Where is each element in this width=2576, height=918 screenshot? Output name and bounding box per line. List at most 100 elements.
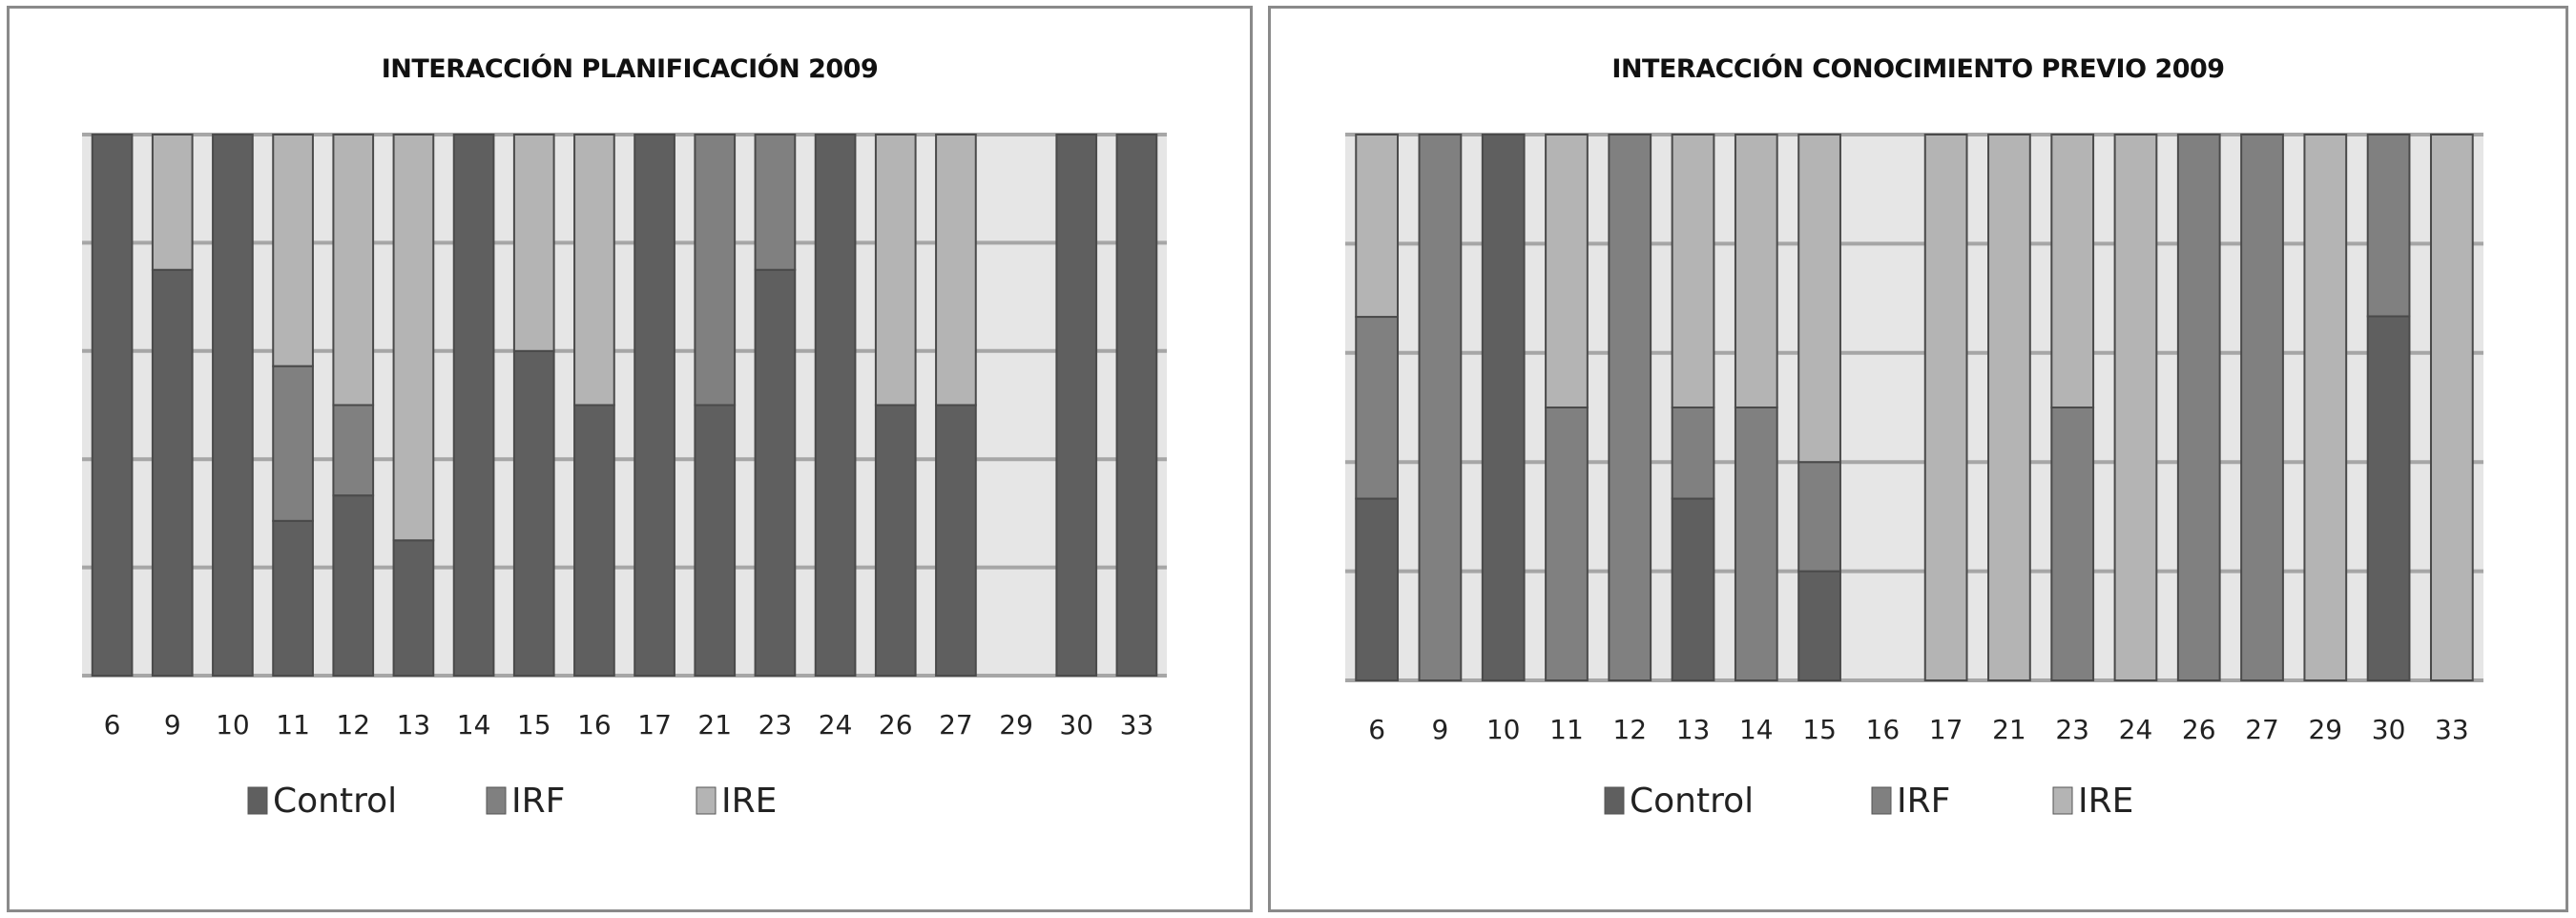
bar-segment-control-21: [694, 404, 737, 677]
x-tick-label: 11: [1549, 714, 1584, 745]
x-tick-label: 21: [697, 709, 732, 741]
bar-segment-ire-11: [1545, 134, 1589, 408]
bar-segment-control-27: [935, 404, 977, 677]
x-tick-label: 24: [2119, 714, 2153, 745]
bar-segment-ire-13: [392, 134, 435, 542]
x-tick-label: 21: [1992, 714, 2026, 745]
x-tick-label: 9: [164, 709, 181, 741]
legend-label-ire: IRE: [721, 782, 777, 821]
chart-title: INTERACCIÓN PLANIFICACIÓN 2009: [381, 54, 879, 84]
legend-label-control: Control: [273, 782, 397, 821]
chart-conocimiento-previo: 6 9 10 11 12 13 14 15 16 17 21 23 24 26 27 29 30 33 Contro…: [1345, 133, 2483, 821]
bar-segment-irf-12: [332, 404, 375, 497]
x-tick-label: 23: [758, 709, 793, 741]
x-tick-label: 14: [457, 709, 491, 741]
legend-swatch-ire: [696, 786, 717, 815]
bar-segment-irf-26: [2176, 134, 2221, 681]
bar-segment-irf-9: [1418, 134, 1463, 681]
bar-segment-ire-15: [512, 134, 555, 352]
chart-planificacion: 6 9 10 11 12 13 14 15 16 17 21 23 24 26 27 29 30 33 Contro…: [82, 133, 1167, 821]
bar-segment-control-15: [512, 349, 555, 677]
bar-segment-ire-15: [1797, 134, 1841, 464]
x-tick-label: 26: [2182, 714, 2216, 745]
chart-panel-planificacion: INTERACCIÓN PLANIFICACIÓN 2009 6 9 10 11 12 1…: [7, 6, 1253, 912]
bar-segment-irf-11: [1545, 407, 1589, 681]
bar-segment-control-17: [634, 134, 675, 677]
bar-segment-control-13: [1671, 497, 1715, 681]
bar-segment-control-6: [91, 134, 134, 677]
x-tick-label: 27: [2245, 714, 2279, 745]
chart-panel-conocimiento-previo: INTERACCIÓN CONOCIMIENTO PREVIO 2009 6 9 1…: [1268, 6, 2568, 912]
bar-segment-ire-6: [1355, 134, 1400, 319]
legend-label-control: Control: [1630, 782, 1754, 821]
x-tick-label: 12: [336, 709, 370, 741]
x-tick-label: 17: [637, 709, 672, 741]
x-tick-label: 13: [1676, 714, 1711, 745]
x-tick-label: 33: [2435, 714, 2469, 745]
plot-area: [1345, 135, 2483, 680]
bar-segment-ire-27: [935, 134, 977, 407]
x-tick-label: 14: [1739, 714, 1774, 745]
bar-segment-irf-14: [1734, 407, 1778, 681]
bar-segment-ire-9: [151, 134, 194, 271]
chart-title: INTERACCIÓN CONOCIMIENTO PREVIO 2009: [1611, 54, 2225, 84]
x-tick-label: 30: [2372, 714, 2406, 745]
bar-segment-ire-16: [573, 134, 615, 407]
bar-segment-control-15: [1797, 570, 1841, 681]
bar-segment-irf-23: [2050, 407, 2095, 681]
bar-segment-ire-13: [1671, 134, 1715, 408]
legend-label-ire: IRE: [2078, 782, 2133, 821]
x-tick-label: 6: [1368, 714, 1385, 745]
bar-segment-control-16: [573, 404, 615, 677]
legend-swatch-control: [1604, 786, 1625, 815]
bar-segment-control-10: [1481, 134, 1526, 681]
legend-swatch-control: [247, 786, 268, 815]
bar-segment-irf-27: [2240, 134, 2284, 681]
bar-segment-irf-23: [754, 134, 797, 271]
legend-label-irf: IRF: [511, 782, 565, 821]
bar-segment-control-30: [2366, 315, 2411, 681]
bar-segment-control-24: [814, 134, 857, 677]
bar-segment-control-10: [212, 134, 254, 677]
bar-segment-control-6: [1355, 497, 1400, 681]
x-tick-label: 12: [1612, 714, 1647, 745]
legend-label-irf: IRF: [1897, 782, 1950, 821]
x-tick-label: 6: [104, 709, 121, 741]
legend-swatch-irf: [486, 786, 507, 815]
bar-segment-ire-33: [2429, 134, 2474, 681]
bar-segment-irf-12: [1608, 134, 1652, 681]
bar-segment-control-23: [754, 268, 797, 677]
x-tick-label: 15: [517, 709, 551, 741]
x-tick-label: 17: [1929, 714, 1963, 745]
x-tick-label: 30: [1059, 709, 1093, 741]
x-tick-label: 33: [1120, 709, 1154, 741]
bar-segment-irf-13: [1671, 407, 1715, 500]
plot-area: [82, 135, 1167, 676]
bar-segment-irf-30: [2366, 134, 2411, 318]
bar-segment-irf-21: [694, 134, 737, 407]
bar-segment-ire-12: [332, 134, 375, 407]
bar-segment-control-33: [1115, 134, 1158, 677]
x-tick-label: 29: [999, 709, 1033, 741]
x-tick-label: 16: [1866, 714, 1901, 745]
bar-segment-control-11: [272, 519, 314, 678]
x-tick-label: 11: [276, 709, 310, 741]
bar-segment-control-9: [151, 268, 194, 677]
bar-segment-ire-29: [2303, 134, 2348, 681]
bar-segment-irf-11: [272, 365, 314, 522]
legend-swatch-irf: [1871, 786, 1892, 815]
x-tick-label: 16: [577, 709, 612, 741]
bar-segment-irf-6: [1355, 316, 1400, 500]
bar-segment-ire-21: [1987, 134, 2031, 681]
bar-segment-control-30: [1055, 134, 1098, 677]
x-tick-label: 29: [2308, 714, 2342, 745]
bar-segment-irf-15: [1797, 461, 1841, 573]
bar-segment-ire-11: [272, 134, 314, 367]
bar-segment-control-12: [332, 494, 375, 677]
bar-segment-ire-24: [2113, 134, 2158, 681]
x-tick-label: 10: [216, 709, 250, 741]
bar-segment-control-14: [452, 134, 495, 677]
x-tick-label: 15: [1802, 714, 1837, 745]
x-tick-label: 24: [819, 709, 853, 741]
x-tick-label: 26: [879, 709, 913, 741]
